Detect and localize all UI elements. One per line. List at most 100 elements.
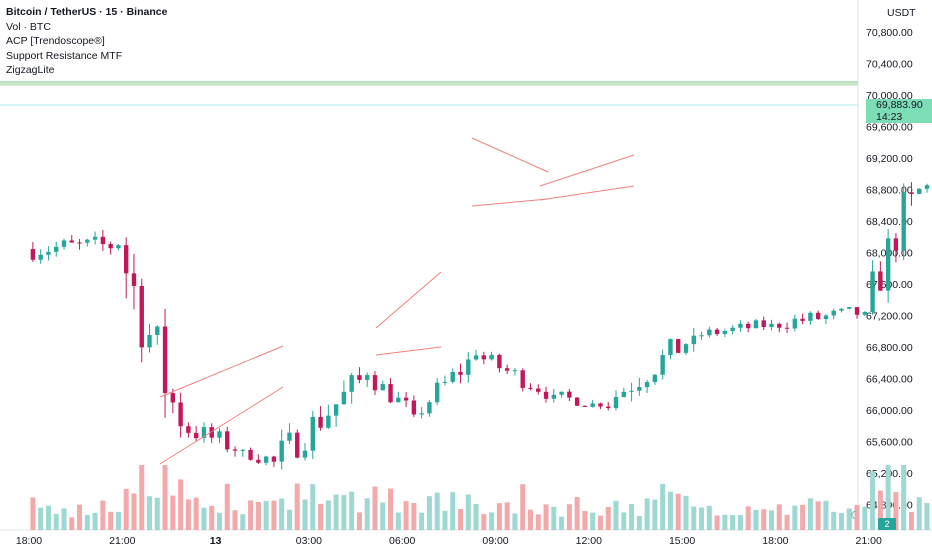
candle-body bbox=[263, 456, 269, 463]
volume-bar bbox=[776, 504, 782, 530]
resistance-zone bbox=[0, 81, 858, 86]
time-tick-label: 21:00 bbox=[109, 535, 135, 547]
indicator-acp[interactable]: ACP [Trendoscope®] bbox=[6, 35, 105, 47]
alert-count-badge[interactable]: 2 bbox=[878, 518, 896, 530]
volume-bar bbox=[722, 514, 728, 530]
candle-body bbox=[598, 403, 603, 407]
candle-body bbox=[644, 382, 650, 388]
candle-body bbox=[504, 368, 510, 371]
volume-bar bbox=[170, 495, 176, 530]
volume-bar bbox=[496, 503, 502, 530]
volume-bar bbox=[784, 514, 790, 530]
candle-body bbox=[730, 327, 735, 332]
volume-bar bbox=[364, 498, 370, 530]
volume-bar bbox=[162, 465, 168, 530]
volume-bar bbox=[318, 503, 324, 530]
volume-bar bbox=[699, 507, 705, 530]
candle-body bbox=[520, 370, 525, 388]
volume-bar bbox=[77, 504, 83, 530]
volume-bar bbox=[131, 493, 137, 530]
candle-body bbox=[256, 459, 261, 463]
volume-bar bbox=[652, 499, 658, 530]
volume-bar bbox=[916, 497, 922, 530]
candle-body bbox=[777, 323, 782, 328]
volume-bar bbox=[691, 506, 697, 530]
candle-body bbox=[388, 384, 393, 403]
volume-bar bbox=[53, 513, 59, 530]
volume-bar bbox=[92, 512, 98, 530]
volume-bar bbox=[84, 514, 90, 530]
current-price: 69,883.90 bbox=[876, 99, 923, 111]
candle-body bbox=[450, 371, 455, 382]
candle-body bbox=[217, 431, 222, 438]
volume-bar bbox=[108, 511, 114, 530]
volume-bar bbox=[862, 506, 868, 530]
candle-body bbox=[917, 188, 922, 194]
volume-bar bbox=[286, 509, 292, 530]
candle-body bbox=[240, 449, 246, 451]
candle-body bbox=[676, 339, 681, 353]
volume-bar bbox=[248, 500, 254, 530]
moon-icon[interactable]: ☾ bbox=[850, 510, 860, 522]
volume-bar bbox=[69, 517, 75, 530]
candle-body bbox=[784, 327, 790, 329]
candle-body bbox=[582, 405, 588, 407]
candle-body bbox=[761, 320, 766, 328]
candle-body bbox=[854, 307, 860, 315]
volume-bar bbox=[419, 512, 425, 530]
volume-bar bbox=[800, 504, 806, 530]
volume-bar bbox=[838, 513, 844, 530]
candle-body bbox=[310, 416, 315, 451]
candle-body bbox=[481, 355, 487, 360]
candle-body bbox=[30, 249, 36, 260]
volume-bar bbox=[605, 507, 611, 530]
volume-bar bbox=[924, 503, 930, 530]
volume-bar bbox=[372, 486, 378, 530]
symbol-title[interactable]: Bitcoin / TetherUS · 15 · Binance bbox=[6, 6, 168, 18]
volume-bar bbox=[807, 498, 813, 530]
volume-bar bbox=[333, 494, 339, 530]
volume-bar bbox=[263, 500, 269, 530]
currency-label[interactable]: USDT bbox=[887, 7, 916, 19]
volume-bar bbox=[582, 510, 588, 530]
candle-body bbox=[209, 427, 214, 438]
indicator-support-resistance[interactable]: Support Resistance MTF bbox=[6, 49, 123, 62]
candle-body bbox=[629, 390, 634, 392]
current-price-tag: 69,883.90 14:23 bbox=[866, 99, 932, 123]
volume-bar bbox=[403, 501, 409, 530]
volume-bar bbox=[908, 511, 914, 530]
volume-bar bbox=[815, 501, 821, 530]
volume-bar bbox=[481, 514, 487, 530]
candle-body bbox=[831, 310, 836, 316]
acp-pattern-line bbox=[159, 386, 284, 465]
volume-bar bbox=[356, 512, 362, 530]
candle-body bbox=[46, 251, 51, 255]
indicator-zigzag[interactable]: ZigzagLite bbox=[6, 64, 55, 76]
volume-bar bbox=[823, 500, 829, 530]
candle-body bbox=[885, 238, 891, 291]
volume-bar bbox=[901, 465, 907, 530]
candle-body bbox=[162, 326, 168, 394]
candle-body bbox=[248, 449, 253, 460]
volume-bar bbox=[644, 498, 650, 530]
indicator-volume[interactable]: Vol · BTC bbox=[6, 20, 51, 33]
volume-bar bbox=[271, 500, 277, 530]
volume-bar bbox=[465, 494, 471, 530]
candle-body bbox=[365, 375, 370, 380]
volume-bar bbox=[551, 506, 557, 530]
candle-body bbox=[69, 240, 74, 243]
candle-body bbox=[380, 384, 385, 391]
price-tick-label: 70,800.00 bbox=[866, 27, 913, 39]
volume-bar bbox=[730, 515, 736, 530]
volume-bar bbox=[442, 510, 448, 530]
price-tick-label: 68,400.00 bbox=[866, 216, 913, 228]
volume-bar bbox=[45, 505, 51, 530]
candle-body bbox=[839, 308, 844, 311]
price-tick-label: 66,400.00 bbox=[866, 374, 913, 386]
candle-body bbox=[722, 331, 728, 335]
candle-body bbox=[77, 242, 82, 244]
candle-body bbox=[652, 374, 658, 383]
volume-bar bbox=[411, 502, 417, 530]
volume-bar bbox=[504, 502, 510, 530]
